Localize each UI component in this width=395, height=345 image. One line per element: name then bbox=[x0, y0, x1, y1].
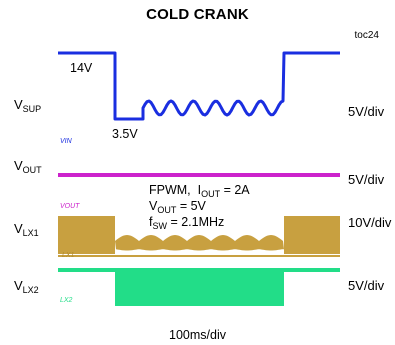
marker-lx2: LX2 bbox=[60, 297, 73, 304]
annotation-mode-iout: FPWM, IOUT = 2A bbox=[149, 183, 250, 199]
annotation-fsw: fSW = 2.1MHz bbox=[149, 215, 225, 231]
marker-vout: VOUT bbox=[60, 203, 80, 210]
channel-label-vlx1: VLX1 bbox=[14, 221, 39, 238]
annotation-3p5v: 3.5V bbox=[112, 127, 138, 141]
annotation-14v: 14V bbox=[70, 61, 93, 75]
scale-label-vout: 5V/div bbox=[348, 172, 385, 187]
channel-label-vout: VOUT bbox=[14, 158, 42, 175]
vlx1-band-right bbox=[284, 216, 340, 254]
vsup-trace bbox=[58, 51, 340, 121]
scope-traces bbox=[58, 51, 340, 306]
vlx2-switching-band bbox=[115, 268, 284, 306]
channel-label-vlx2: VLX2 bbox=[14, 278, 39, 295]
marker-lx1: LX1 bbox=[62, 252, 75, 259]
channel-label-vsup: VSUP bbox=[14, 97, 42, 114]
annotation-vout: VOUT = 5V bbox=[149, 199, 206, 215]
figure-ref: toc24 bbox=[354, 30, 379, 41]
scale-label-vlx2: 5V/div bbox=[348, 278, 385, 293]
vlx1-band-left bbox=[58, 216, 115, 254]
time-scale-label: 100ms/div bbox=[169, 328, 226, 342]
scale-label-vsup: 5V/div bbox=[348, 104, 385, 119]
scale-label-vlx1: 10V/div bbox=[348, 215, 392, 230]
marker-vin: VIN bbox=[60, 138, 72, 145]
vlx1-band-middle bbox=[115, 235, 284, 251]
chart-title: COLD CRANK bbox=[146, 6, 249, 23]
